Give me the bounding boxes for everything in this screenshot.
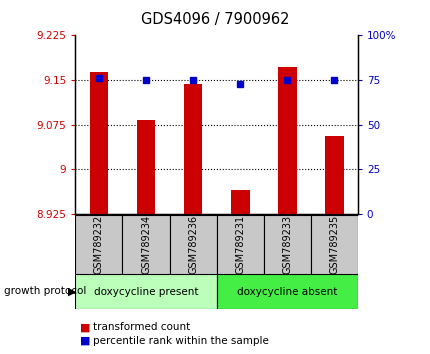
- Bar: [75, 215, 122, 274]
- Bar: [216, 274, 357, 309]
- Text: GSM789233: GSM789233: [282, 215, 292, 274]
- Text: ▶: ▶: [68, 286, 77, 296]
- Text: transformed count: transformed count: [92, 322, 190, 332]
- Text: percentile rank within the sample: percentile rank within the sample: [92, 336, 268, 346]
- Bar: [324, 136, 343, 214]
- Text: ■: ■: [80, 322, 90, 332]
- Bar: [169, 215, 216, 274]
- Bar: [183, 84, 202, 214]
- Bar: [136, 120, 155, 214]
- Text: GSM789234: GSM789234: [141, 215, 150, 274]
- Bar: [216, 215, 263, 274]
- Bar: [263, 215, 310, 274]
- Text: ■: ■: [80, 336, 90, 346]
- Bar: [277, 67, 296, 214]
- Text: GSM789232: GSM789232: [94, 215, 104, 274]
- Text: GSM789231: GSM789231: [234, 215, 245, 274]
- Text: GSM789236: GSM789236: [187, 215, 198, 274]
- Bar: [89, 72, 108, 214]
- Text: GDS4096 / 7900962: GDS4096 / 7900962: [141, 12, 289, 27]
- Bar: [230, 190, 249, 214]
- Text: growth protocol: growth protocol: [4, 286, 86, 296]
- Bar: [122, 215, 169, 274]
- Text: GSM789235: GSM789235: [329, 215, 338, 274]
- Bar: [310, 215, 357, 274]
- Text: doxycycline present: doxycycline present: [94, 286, 198, 297]
- Bar: [75, 274, 216, 309]
- Text: doxycycline absent: doxycycline absent: [237, 286, 337, 297]
